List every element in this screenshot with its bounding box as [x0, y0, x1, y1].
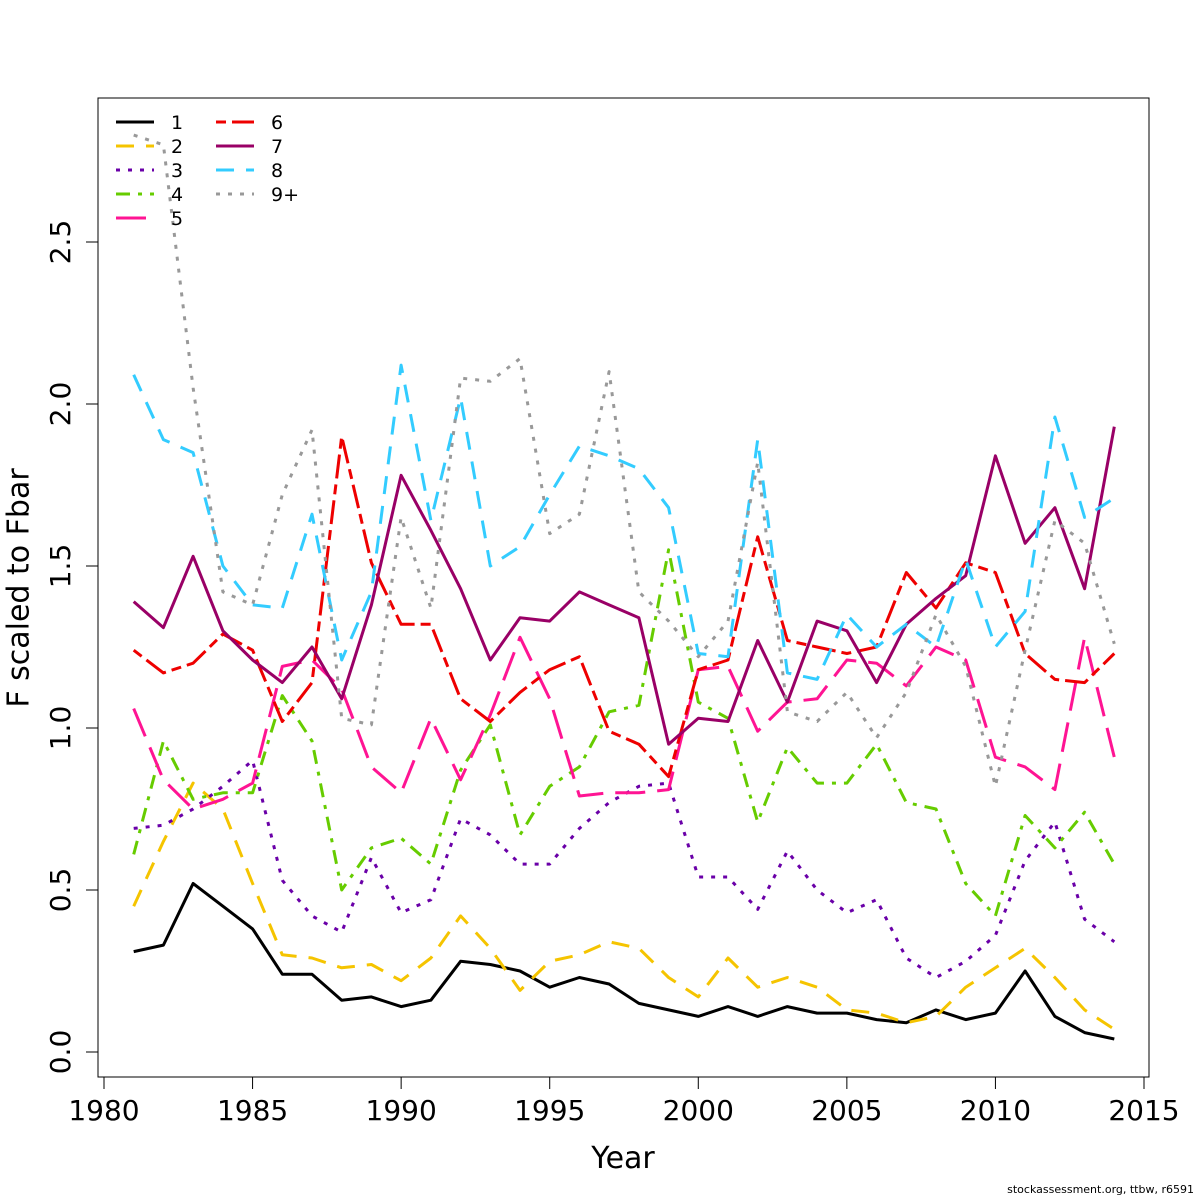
x-axis-label: Year [590, 1141, 655, 1176]
y-tick-label: 2.0 [44, 382, 77, 427]
legend-label: 4 [171, 184, 183, 206]
legend-label: 5 [171, 208, 183, 230]
x-axis: 1980 1985 1990 1995 2000 2005 2010 2015 [68, 1076, 1180, 1127]
y-tick-label: 0.0 [44, 1030, 77, 1075]
legend-label: 3 [171, 160, 183, 182]
y-tick-label: 2.5 [44, 220, 77, 265]
legend-label: 9+ [271, 184, 299, 206]
series-line-3 [133, 758, 1116, 979]
x-tick-label: 2015 [1108, 1094, 1179, 1127]
x-tick-label: 1985 [217, 1094, 288, 1127]
series-line-7 [132, 426, 1116, 746]
x-tick-label: 2010 [960, 1094, 1031, 1127]
plot-frame [97, 97, 1150, 1078]
x-tick-label: 2005 [811, 1094, 882, 1127]
legend-label: 2 [171, 136, 183, 158]
series-line-8 [132, 363, 1116, 681]
series-line-1 [133, 882, 1115, 1041]
series-line-4 [132, 548, 1116, 918]
series-line-5 [132, 635, 1116, 811]
y-tick-label: 0.5 [44, 868, 77, 913]
series-line-2 [132, 781, 1116, 1031]
legend-label: 8 [271, 160, 283, 182]
credit-text: stockassessment.org, ttbw, r6591 [1007, 1183, 1194, 1196]
y-tick-label: 1.0 [44, 706, 77, 751]
series-layer [132, 133, 1116, 1041]
y-tick-label: 1.5 [44, 544, 77, 589]
x-tick-label: 1980 [68, 1094, 139, 1127]
legend-label: 7 [271, 136, 283, 158]
y-axis: 0.0 0.5 1.0 1.5 2.0 2.5 [44, 220, 99, 1075]
y-axis-label: F scaled to Fbar [2, 468, 37, 708]
legend-label: 6 [271, 112, 283, 134]
x-tick-label: 1990 [366, 1094, 437, 1127]
x-tick-label: 1995 [514, 1094, 585, 1127]
x-tick-label: 2000 [663, 1094, 734, 1127]
legend-label: 1 [171, 112, 183, 134]
